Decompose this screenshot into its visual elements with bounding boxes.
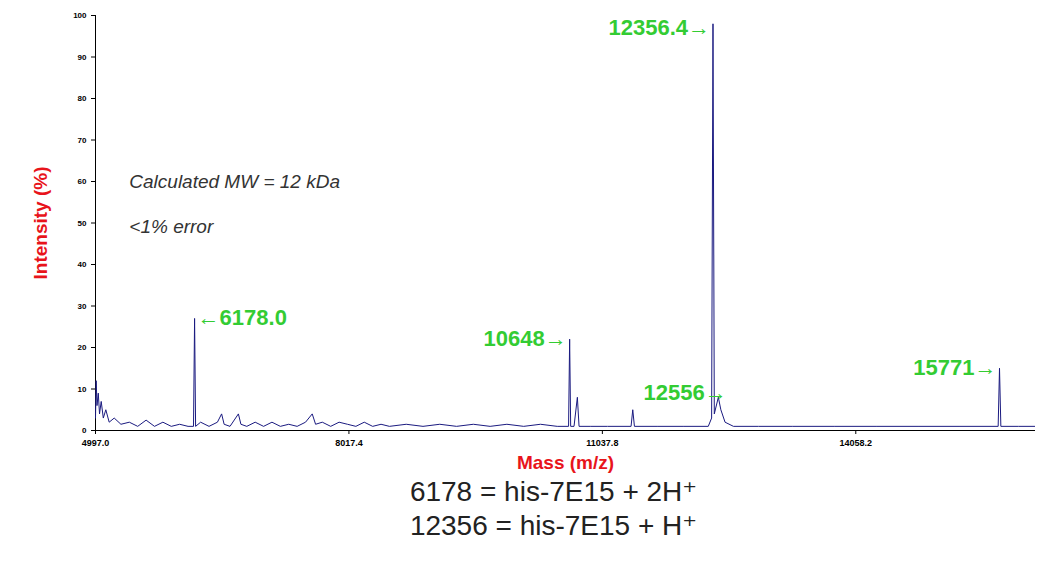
svg-text:12356.4→: 12356.4→	[608, 15, 710, 40]
svg-text:0: 0	[82, 426, 87, 435]
svg-text:Calculated MW = 12 kDa: Calculated MW = 12 kDa	[129, 171, 340, 192]
svg-text:10648→: 10648→	[483, 326, 566, 351]
svg-text:90: 90	[78, 53, 87, 62]
svg-text:10: 10	[78, 385, 87, 394]
html-text:12356 = his-7E15 + H⁺: 12356 = his-7E15 + H⁺	[409, 510, 698, 541]
svg-text:<1% error: <1% error	[129, 216, 214, 237]
svg-text:40: 40	[78, 260, 87, 269]
svg-text:12556→: 12556→	[644, 380, 727, 405]
svg-text:50: 50	[78, 219, 87, 228]
svg-text:20: 20	[78, 343, 87, 352]
svg-text:30: 30	[78, 302, 87, 311]
svg-text:Intensity (%): Intensity (%)	[30, 167, 51, 280]
svg-text:14058.2: 14058.2	[840, 438, 873, 448]
svg-text:60: 60	[78, 177, 87, 186]
svg-text:80: 80	[78, 94, 87, 103]
svg-text:11037.8: 11037.8	[586, 438, 618, 448]
svg-text:Mass (m/z): Mass (m/z)	[517, 452, 614, 473]
svg-text:4997.0: 4997.0	[82, 438, 110, 448]
svg-text:100: 100	[73, 11, 87, 20]
svg-text:8017.4: 8017.4	[335, 438, 363, 448]
svg-text:70: 70	[78, 136, 87, 145]
html-text:6178 = his-7E15 + 2H⁺: 6178 = his-7E15 + 2H⁺	[409, 476, 698, 507]
svg-text:←6178.0: ←6178.0	[198, 305, 287, 330]
svg-text:15771→: 15771→	[913, 355, 996, 380]
